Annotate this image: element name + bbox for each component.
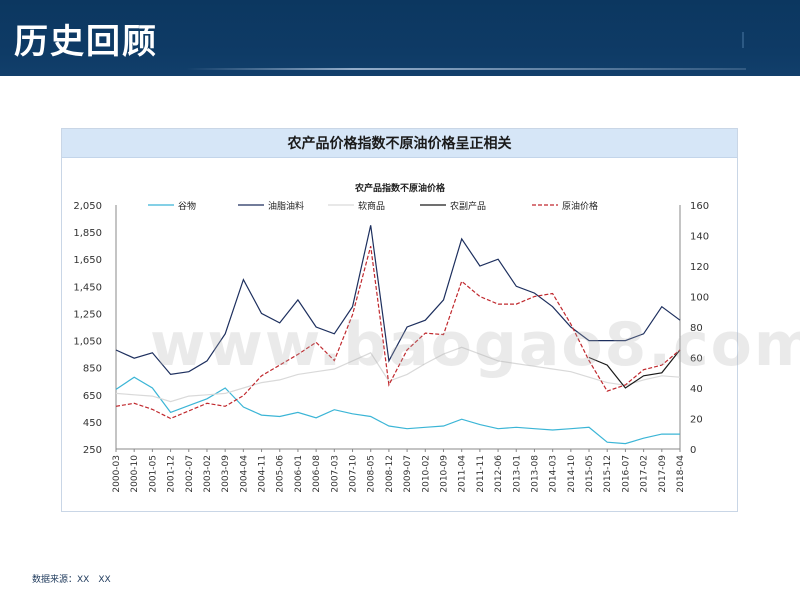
left-tick-label: 1,450 [73,282,102,293]
x-tick-label: 2006-01 [294,455,304,493]
x-tick-label: 2009-07 [403,455,413,493]
x-tick-label: 2012-06 [494,455,504,493]
left-tick-label: 1,050 [73,337,102,348]
left-tick-label: 650 [83,391,102,402]
x-tick-label: 2011-04 [458,455,468,493]
x-tick-label: 2013-08 [530,455,540,493]
left-tick-label: 450 [83,418,102,429]
x-tick-label: 2003-09 [221,455,231,493]
legend-label: 软商品 [358,200,385,212]
x-tick-label: 2004-04 [239,455,249,493]
series-line [115,346,681,403]
right-tick-label: 60 [690,354,703,365]
right-tick-label: 100 [690,293,709,304]
left-tick-label: 1,650 [73,255,102,266]
x-tick-label: 2001-12 [167,455,177,493]
right-tick-label: 140 [690,232,709,243]
x-tick-label: 2017-02 [640,455,650,493]
series-line [115,246,681,420]
x-tick-label: 2011-11 [476,455,486,493]
slide-header: 历史回顾 [0,0,800,76]
x-tick-label: 2001-05 [148,455,158,493]
x-tick-label: 2010-09 [439,455,449,493]
series-line [588,349,681,389]
x-tick-label: 2002-07 [185,455,195,493]
left-tick-label: 1,850 [73,228,102,239]
x-tick-label: 2010-02 [421,455,431,493]
x-tick-label: 2004-11 [258,455,268,493]
x-tick-label: 2015-12 [603,455,613,493]
x-tick-label: 2003-02 [203,455,213,493]
x-tick-label: 2008-05 [367,455,377,493]
x-tick-label: 2018-04 [676,455,686,493]
series-line [115,376,680,445]
x-tick-label: 2017-09 [658,455,668,493]
right-tick-label: 120 [690,262,709,273]
source-note: 数据来源：XX XX [32,575,111,585]
panel-banner: 农产品价格指数不原油价格呈正相关 [62,129,737,158]
legend-label: 油脂油料 [268,200,304,212]
left-tick-label: 2,050 [73,201,102,212]
x-tick-label: 2008-12 [385,455,395,493]
right-tick-label: 80 [690,323,703,334]
chart-title: 农产品指数不原油价格 [354,182,446,194]
left-tick-label: 1,250 [73,309,102,320]
panel-title: 农产品价格指数不原油价格呈正相关 [287,136,512,152]
left-tick-label: 250 [83,445,102,456]
header-accent-line [186,68,746,70]
slide-title: 历史回顾 [14,22,158,62]
right-tick-label: 40 [690,384,703,395]
x-tick-label: 2006-08 [312,455,322,493]
left-tick-label: 850 [83,364,102,375]
x-tick-label: 2014-03 [549,455,559,493]
right-tick-label: 160 [690,201,709,212]
x-tick-label: 2005-06 [276,455,286,493]
x-tick-label: 2000-10 [130,455,140,493]
legend-label: 谷物 [178,200,196,212]
chart-panel: 农产品价格指数不原油价格呈正相关 [61,128,738,512]
x-tick-label: 2014-10 [567,455,577,493]
x-tick-label: 2007-03 [330,455,340,493]
x-tick-label: 2007-10 [349,455,359,493]
header-tick-mark [742,32,744,48]
x-tick-label: 2000-03 [112,455,122,493]
x-tick-label: 2015-05 [585,455,595,493]
series-line [115,225,681,376]
x-tick-label: 2016-07 [621,455,631,493]
legend-label: 农副产品 [450,200,486,212]
right-tick-label: 0 [690,445,696,456]
right-tick-label: 20 [690,415,703,426]
x-tick-label: 2013-01 [512,455,522,493]
legend-label: 原油价格 [562,200,598,212]
